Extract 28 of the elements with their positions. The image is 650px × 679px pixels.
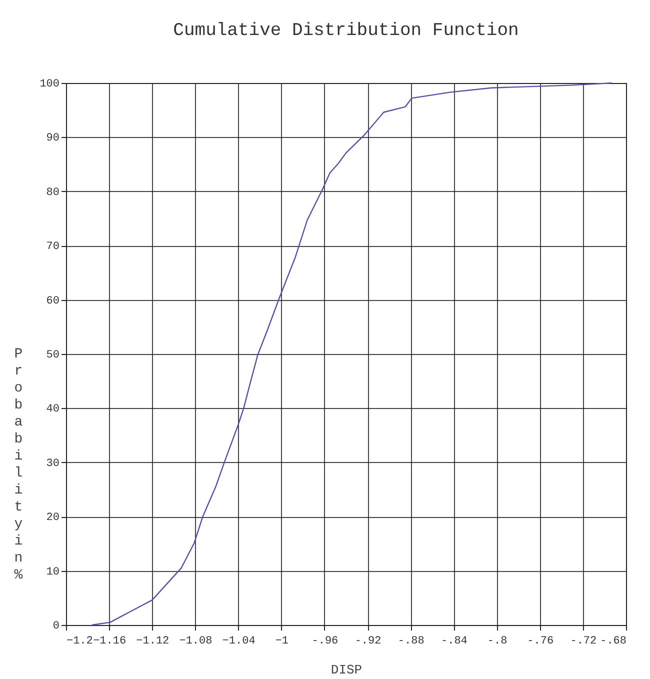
y-tick-label: 90: [46, 132, 60, 145]
x-tick-label: -.92: [354, 636, 382, 648]
x-tick-label: −1.16: [93, 636, 126, 648]
y-tick-label: 10: [46, 566, 60, 578]
y-tick-label: 40: [46, 404, 60, 416]
text: Probability in %: [14, 346, 23, 584]
y-tick-label: 80: [46, 186, 60, 199]
y-tick-label: 20: [46, 512, 60, 524]
x-tick-label: −1.2: [66, 636, 93, 648]
x-tick-label: −1.04: [222, 636, 256, 648]
x-tick-label: -.84: [440, 636, 468, 648]
chart-title: Cumulative Distribution Function: [173, 21, 519, 41]
y-tick-label: 70: [46, 241, 60, 254]
x-tick-label: −1.08: [179, 636, 212, 648]
x-tick-label: -.68: [600, 636, 626, 648]
x-tick-label: -.8: [487, 636, 508, 648]
y-tick-label: 100: [40, 78, 60, 90]
y-tick-label: 30: [46, 458, 60, 470]
y-tick-label: 60: [46, 295, 60, 308]
x-tick-label: -.76: [527, 636, 554, 648]
x-tick-label: -.96: [312, 636, 338, 648]
x-tick-label: -.72: [570, 636, 597, 648]
y-tick-label: 50: [46, 350, 60, 362]
x-tick-label: −1.12: [136, 636, 170, 648]
x-tick-label: -.88: [398, 636, 424, 648]
y-tick-label: 0: [52, 620, 60, 632]
x-tick-label: −1: [275, 636, 289, 648]
x-axis-title: DISP: [330, 662, 362, 678]
